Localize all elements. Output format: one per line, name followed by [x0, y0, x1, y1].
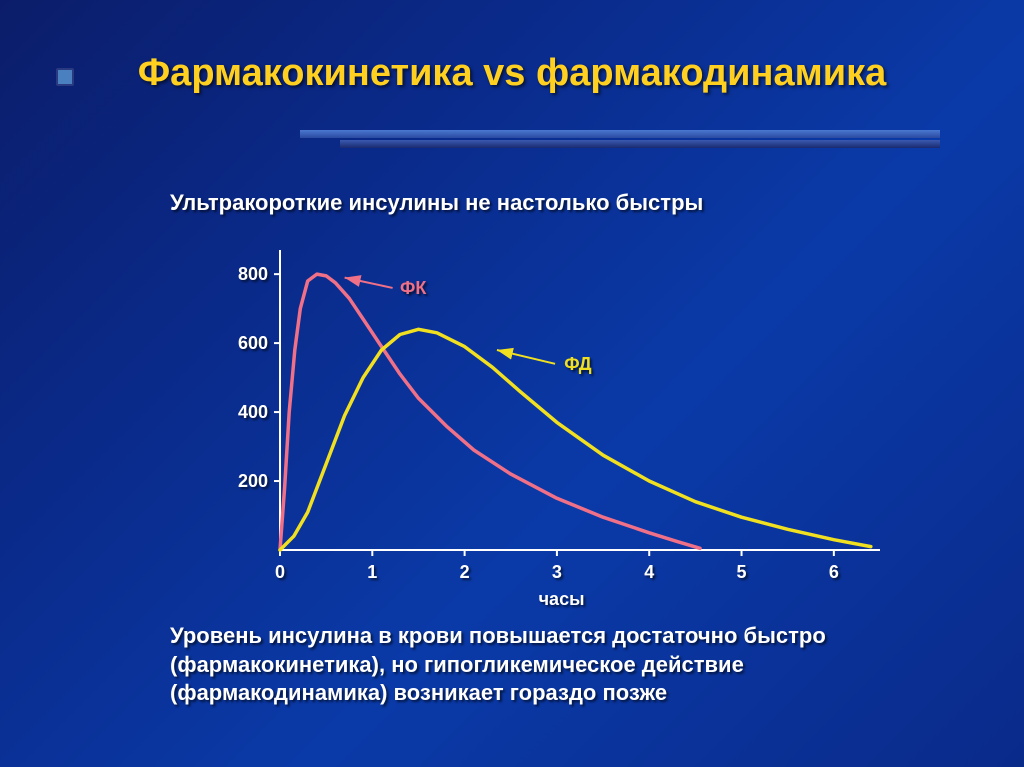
svg-text:6: 6: [829, 562, 839, 582]
slide: Фармакокинетика vs фармакодинамика Ультр…: [0, 0, 1024, 767]
svg-text:400: 400: [238, 402, 268, 422]
slide-title: Фармакокинетика vs фармакодинамика: [0, 52, 1024, 95]
line-chart: 200 400 600 800 0 1 2 3 4 5 6 часы ФК ФД: [220, 230, 940, 620]
underline-bottom: [340, 140, 940, 148]
caption: Уровень инсулина в крови повышается дост…: [170, 622, 910, 708]
svg-text:ФД: ФД: [564, 354, 591, 374]
subtitle: Ультракороткие инсулины не настолько быс…: [170, 190, 703, 216]
svg-text:3: 3: [552, 562, 562, 582]
underline-top: [300, 130, 940, 138]
svg-text:5: 5: [737, 562, 747, 582]
svg-text:1: 1: [367, 562, 377, 582]
svg-text:часы: часы: [539, 589, 585, 609]
svg-text:4: 4: [644, 562, 654, 582]
svg-text:200: 200: [238, 471, 268, 491]
svg-text:800: 800: [238, 264, 268, 284]
svg-text:0: 0: [275, 562, 285, 582]
svg-text:2: 2: [460, 562, 470, 582]
svg-text:600: 600: [238, 333, 268, 353]
svg-text:ФК: ФК: [400, 278, 427, 298]
